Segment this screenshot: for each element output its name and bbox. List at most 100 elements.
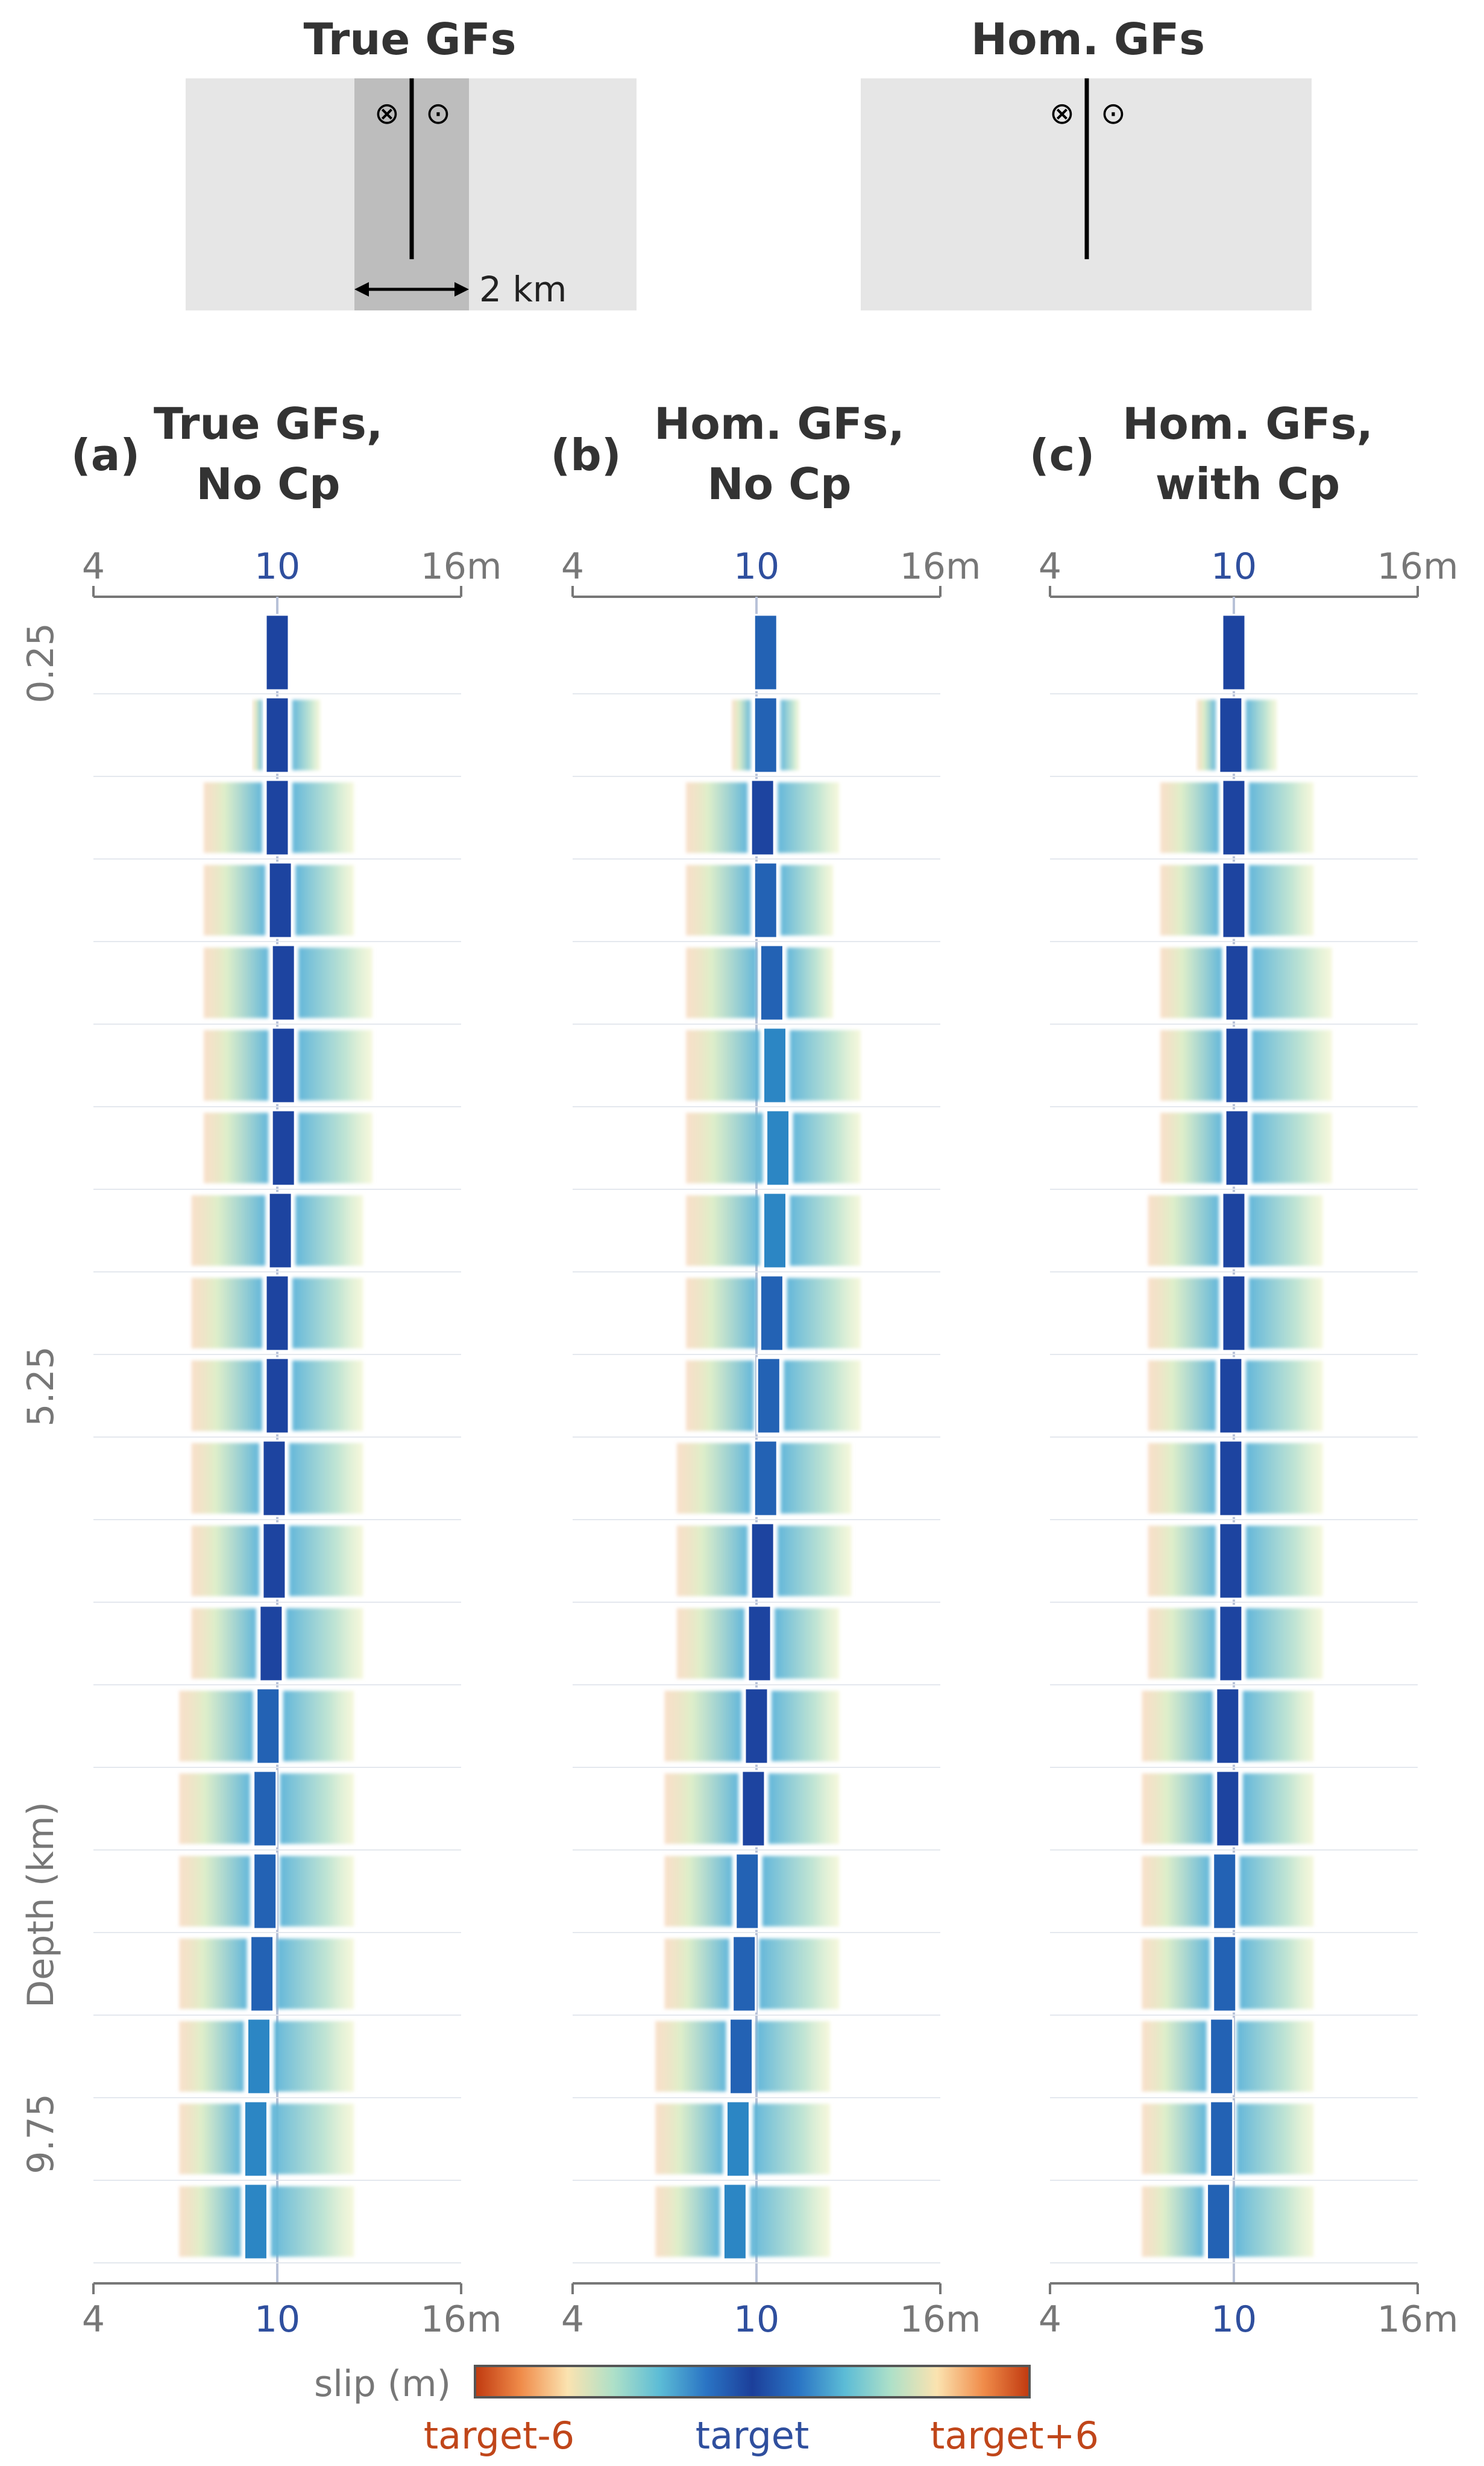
uncertainty-right [784, 1360, 861, 1431]
uncertainty-left [204, 1113, 269, 1183]
depth-axis-label: Depth (km) [20, 1802, 62, 2008]
uncertainty-right [1249, 865, 1314, 936]
slip-bar [247, 2018, 271, 2095]
uncertainty-right [1245, 1360, 1323, 1431]
slip-bar [1212, 1852, 1237, 1930]
uncertainty-right [280, 1856, 354, 1927]
slip-bar [259, 1605, 284, 1682]
top-tick-label-min: 4 [1039, 546, 1061, 588]
uncertainty-left [1160, 782, 1219, 853]
arrow-head-left-icon [354, 282, 369, 297]
uncertainty-right [292, 1360, 363, 1431]
uncertainty-left [1148, 1608, 1216, 1679]
panel-label-b: (b) [550, 430, 621, 480]
uncertainty-right [1245, 1443, 1323, 1514]
uncertainty-left [1148, 1278, 1219, 1348]
uncertainty-left [1142, 2104, 1207, 2174]
panel-title-a-line1: True GFs, [154, 398, 383, 449]
slip-bar [262, 1439, 287, 1517]
slip-bar [753, 1439, 778, 1517]
slip-bar [265, 696, 290, 774]
slip-bar [271, 944, 296, 1022]
uncertainty-left [686, 1113, 763, 1183]
uncertainty-right [292, 1278, 363, 1348]
slip-bar [1218, 1439, 1243, 1517]
slip-bar [756, 1357, 781, 1435]
slip-bar [1224, 944, 1250, 1022]
uncertainty-right [753, 2104, 830, 2174]
slip-bar [1224, 1109, 1250, 1187]
slip-bar [265, 779, 290, 857]
uncertainty-left [1148, 1443, 1216, 1514]
slip-bar [1206, 2183, 1231, 2260]
out-of-page-icon: ⊙ [1101, 96, 1126, 131]
bottom-tick-label-max: 16m [421, 2298, 502, 2341]
slip-bar [762, 1192, 787, 1269]
slip-bar [1218, 1522, 1243, 1600]
slip-bar [732, 1935, 757, 2013]
panel-(c): 4 10 16m 4 10 16m [1039, 546, 1458, 2341]
uncertainty-left [1197, 700, 1216, 770]
uncertainty-right [750, 2186, 830, 2257]
uncertainty-left [686, 865, 751, 936]
uncertainty-right [768, 1773, 840, 1844]
uncertainty-left [1142, 1939, 1210, 2009]
uncertainty-right [286, 1608, 363, 1679]
depth-axis: 0.25 5.25 Depth (km) 9.75 [20, 623, 62, 2174]
slip-bar [1221, 1192, 1247, 1269]
colorbar: slip (m) target-6 target target+6 [314, 2363, 1099, 2458]
uncertainty-left [1142, 1773, 1213, 1844]
slip-bar [1221, 614, 1247, 691]
uncertainty-right [280, 1773, 354, 1844]
uncertainty-right [295, 865, 354, 936]
colorbar-right-label: target+6 [930, 2414, 1099, 2458]
uncertainty-left [1148, 1526, 1216, 1596]
panel-(b): 4 10 16m 4 10 16m [561, 546, 981, 2341]
slip-bar [750, 1522, 775, 1600]
uncertainty-right [1239, 1939, 1314, 2009]
uncertainty-right [1245, 700, 1277, 770]
uncertainty-left [686, 1195, 760, 1266]
slip-bar [250, 1935, 275, 2013]
uncertainty-right [1236, 2021, 1314, 2092]
uncertainty-left [191, 1360, 262, 1431]
uncertainty-left [204, 865, 266, 936]
uncertainty-left [686, 782, 748, 853]
slip-bar [1218, 1357, 1243, 1435]
schematic-hom-gfs: Hom. GFs ⊗ ⊙ [861, 14, 1312, 310]
uncertainty-left [1148, 1360, 1216, 1431]
uncertainty-right [1249, 1195, 1323, 1266]
slip-bar [729, 2018, 754, 2095]
uncertainty-right [1252, 1113, 1332, 1183]
uncertainty-right [292, 700, 321, 770]
into-page-icon: ⊗ [1049, 96, 1075, 131]
uncertainty-left [179, 2186, 241, 2257]
uncertainty-left [655, 2104, 723, 2174]
uncertainty-right [759, 1939, 840, 2009]
uncertainty-left [179, 2104, 241, 2174]
colorbar-gradient-bar [474, 2365, 1031, 2398]
uncertainty-right [1252, 948, 1332, 1018]
uncertainty-left [664, 1691, 741, 1761]
slip-bar [753, 696, 778, 774]
uncertainty-right [289, 1443, 363, 1514]
depth-tick-bottom: 9.75 [20, 2093, 62, 2174]
uncertainty-right [271, 2186, 354, 2257]
panel-label-a: (a) [71, 430, 140, 480]
slip-bar [265, 1274, 290, 1352]
bottom-tick-label-mid: 10 [254, 2298, 300, 2341]
slip-bar [253, 1852, 278, 1930]
uncertainty-left [191, 1278, 262, 1348]
uncertainty-left [664, 1773, 738, 1844]
uncertainty-right [778, 1526, 852, 1596]
uncertainty-left [1142, 1691, 1213, 1761]
uncertainty-left [686, 1360, 754, 1431]
slip-bar [753, 861, 778, 939]
slip-bar [265, 1357, 290, 1435]
uncertainty-right [762, 1856, 840, 1927]
depth-tick-mid: 5.25 [20, 1346, 62, 1427]
slip-bar [747, 1605, 772, 1682]
uncertainty-right [1249, 782, 1314, 853]
slip-bar [243, 2183, 268, 2260]
top-tick-label-max: 16m [421, 546, 502, 588]
